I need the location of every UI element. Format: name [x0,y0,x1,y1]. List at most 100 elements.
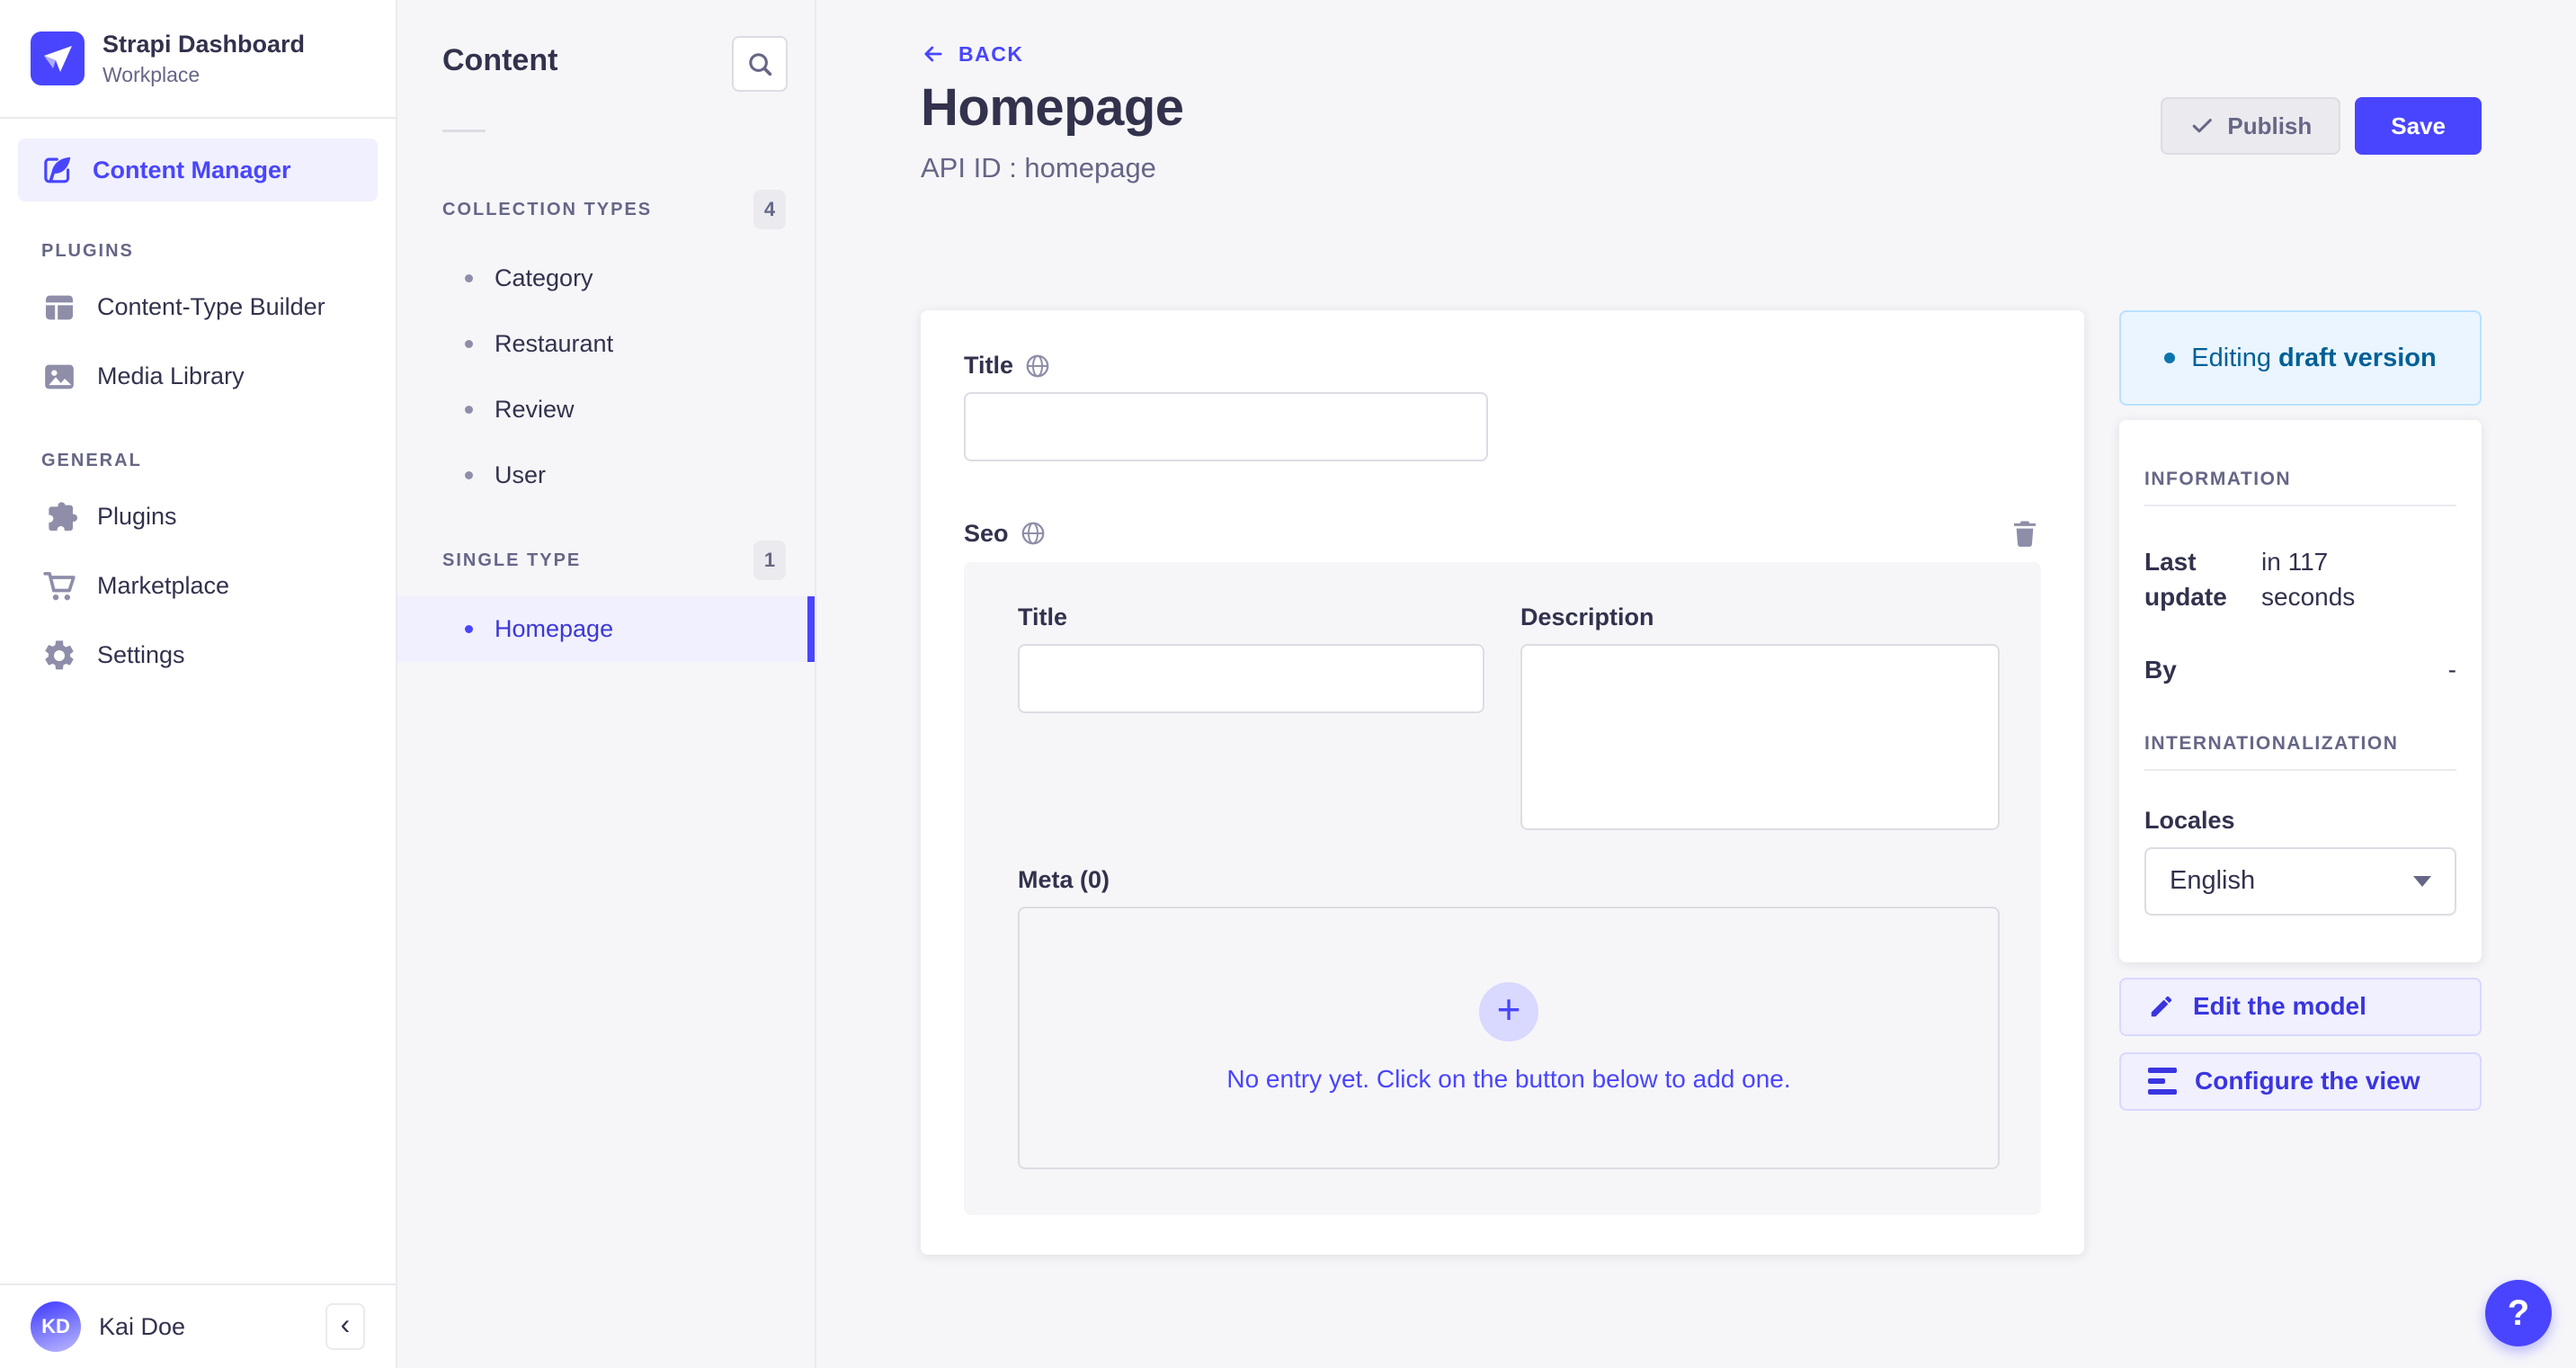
section-heading: PLUGINS [41,241,134,261]
draft-emphasis: draft version [2278,343,2437,372]
subnav-item-homepage[interactable]: Homepage [397,596,815,662]
info-value: in 117 seconds [2261,548,2356,612]
check-icon [2189,113,2215,139]
globe-icon [1024,353,1051,380]
save-button[interactable]: Save [2355,97,2482,155]
pencil-icon [2148,993,2175,1020]
configure-view-button[interactable]: Configure the view [2119,1051,2482,1111]
publish-label: Publish [2227,112,2313,139]
info-label: By [2144,656,2177,684]
draft-status-text: Editing draft version [2191,344,2436,373]
subnav-item-restaurant[interactable]: Restaurant [397,311,815,377]
bullet-icon [465,471,473,479]
sidebar-item-media-library[interactable]: Media Library [0,342,396,411]
configure-icon [2148,1068,2177,1095]
seo-title-label: Title [1018,604,1068,630]
delete-seo-button[interactable] [2009,517,2041,550]
count-badge: 4 [753,190,786,229]
meta-empty-text: No entry yet. Click on the button below … [1226,1065,1791,1093]
page-title: Homepage [921,78,1184,137]
workspace-name: Workplace [103,63,201,87]
info-value: - [2447,656,2456,684]
add-meta-entry-button[interactable]: + [1479,982,1538,1042]
status-dot-icon [2164,353,2176,363]
edit-model-button[interactable]: Edit the model [2119,977,2482,1036]
locale-selected-value: English [2170,866,2256,896]
information-card: INFORMATION Last update in 117 seconds B… [2119,420,2482,962]
single-type-heading-row: SINGLE TYPE 1 [397,541,815,580]
seo-fields-row: Title Description [1018,604,2001,830]
brand-text: Strapi Dashboard Workplace [103,30,305,87]
gear-icon [41,638,77,674]
draft-prefix: Editing [2191,343,2271,372]
subnav-item-label: User [495,461,547,488]
info-row-last-update: Last update in 117 seconds [2144,544,2456,614]
back-link[interactable]: BACK [921,41,1023,67]
sidebar-item-marketplace[interactable]: Marketplace [0,551,396,621]
subnav-title: Content [442,43,558,77]
trash-icon [2009,517,2041,550]
brand[interactable]: Strapi Dashboard Workplace [0,0,396,119]
section-heading: SINGLE TYPE [442,550,582,570]
sidebar-footer: KD Kai Doe ‹ [0,1283,396,1368]
help-button[interactable]: ? [2485,1280,2552,1346]
subnav-item-label: Homepage [495,615,614,642]
api-id-text: API ID : homepage [921,152,1156,183]
count-badge: 1 [753,541,786,580]
locale-select[interactable]: English [2144,846,2456,916]
internationalization-heading: INTERNATIONALIZATION [2144,733,2456,771]
collection-types-heading-row: COLLECTION TYPES 4 [397,190,815,229]
meta-repeatable-label: Meta (0) [1018,866,1110,893]
question-mark-icon: ? [2507,1292,2530,1333]
header-actions: Publish Save [2161,97,2482,155]
sidebar-section-plugins: PLUGINS Content-Type Builder Media Libra… [0,241,396,411]
publish-button[interactable]: Publish [2161,97,2341,155]
globe-icon [1020,520,1047,547]
chevron-down-icon [2413,875,2431,887]
meta-empty-state: + No entry yet. Click on the button belo… [1018,907,2000,1169]
seo-title-input[interactable] [1018,644,1484,713]
sidebar-item-label: Marketplace [97,572,230,599]
subnav-item-category[interactable]: Category [397,246,815,311]
strapi-logo-icon [31,31,85,85]
content-manager-icon [40,153,75,187]
main-sidebar: Strapi Dashboard Workplace Content Manag… [0,0,397,1368]
divider [442,130,486,132]
sidebar-item-plugins[interactable]: Plugins [0,482,396,551]
content-subnav: Content COLLECTION TYPES 4 Category Rest… [397,0,816,1368]
sidebar-item-label: Settings [97,641,185,668]
bullet-icon [465,625,473,633]
sidebar-item-label: Media Library [97,362,245,389]
avatar[interactable]: KD [31,1301,81,1352]
arrow-left-icon [921,41,946,67]
seo-title-field: Title [1018,604,1484,830]
subnav-item-user[interactable]: User [397,443,815,508]
seo-description-field: Description [1520,604,2000,830]
sidebar-item-content-type-builder[interactable]: Content-Type Builder [0,273,396,342]
sidebar-item-settings[interactable]: Settings [0,621,396,690]
sidebar-section-general: GENERAL Plugins Marketplace [0,451,396,690]
seo-description-textarea[interactable] [1520,644,2000,830]
subnav-item-label: Restaurant [495,330,614,357]
sidebar-item-label: Content-Type Builder [97,293,325,320]
sidebar-item-content-manager[interactable]: Content Manager [18,139,378,201]
search-button[interactable] [732,36,788,92]
subnav-item-review[interactable]: Review [397,377,815,443]
information-heading: INFORMATION [2144,469,2456,506]
info-label: Last update [2144,548,2227,612]
main-content: BACK Homepage API ID : homepage Publish … [818,0,2576,1368]
content-type-builder-icon [41,290,77,326]
seo-component-header: Seo [964,517,2041,550]
page-header: Homepage API ID : homepage Publish Save [921,77,2482,184]
bullet-icon [465,274,473,282]
configure-view-label: Configure the view [2195,1067,2420,1095]
collapse-sidebar-button[interactable]: ‹ [325,1303,365,1350]
title-input[interactable] [964,392,1488,461]
title-field-label: Title [964,352,1014,379]
seo-description-label: Description [1520,604,1654,630]
title-field-label-row: Title [964,352,2041,380]
chevron-left-icon: ‹ [340,1308,351,1340]
bullet-icon [465,406,473,414]
edit-form-card: Title Seo [921,310,2084,1255]
edit-model-label: Edit the model [2193,992,2367,1021]
